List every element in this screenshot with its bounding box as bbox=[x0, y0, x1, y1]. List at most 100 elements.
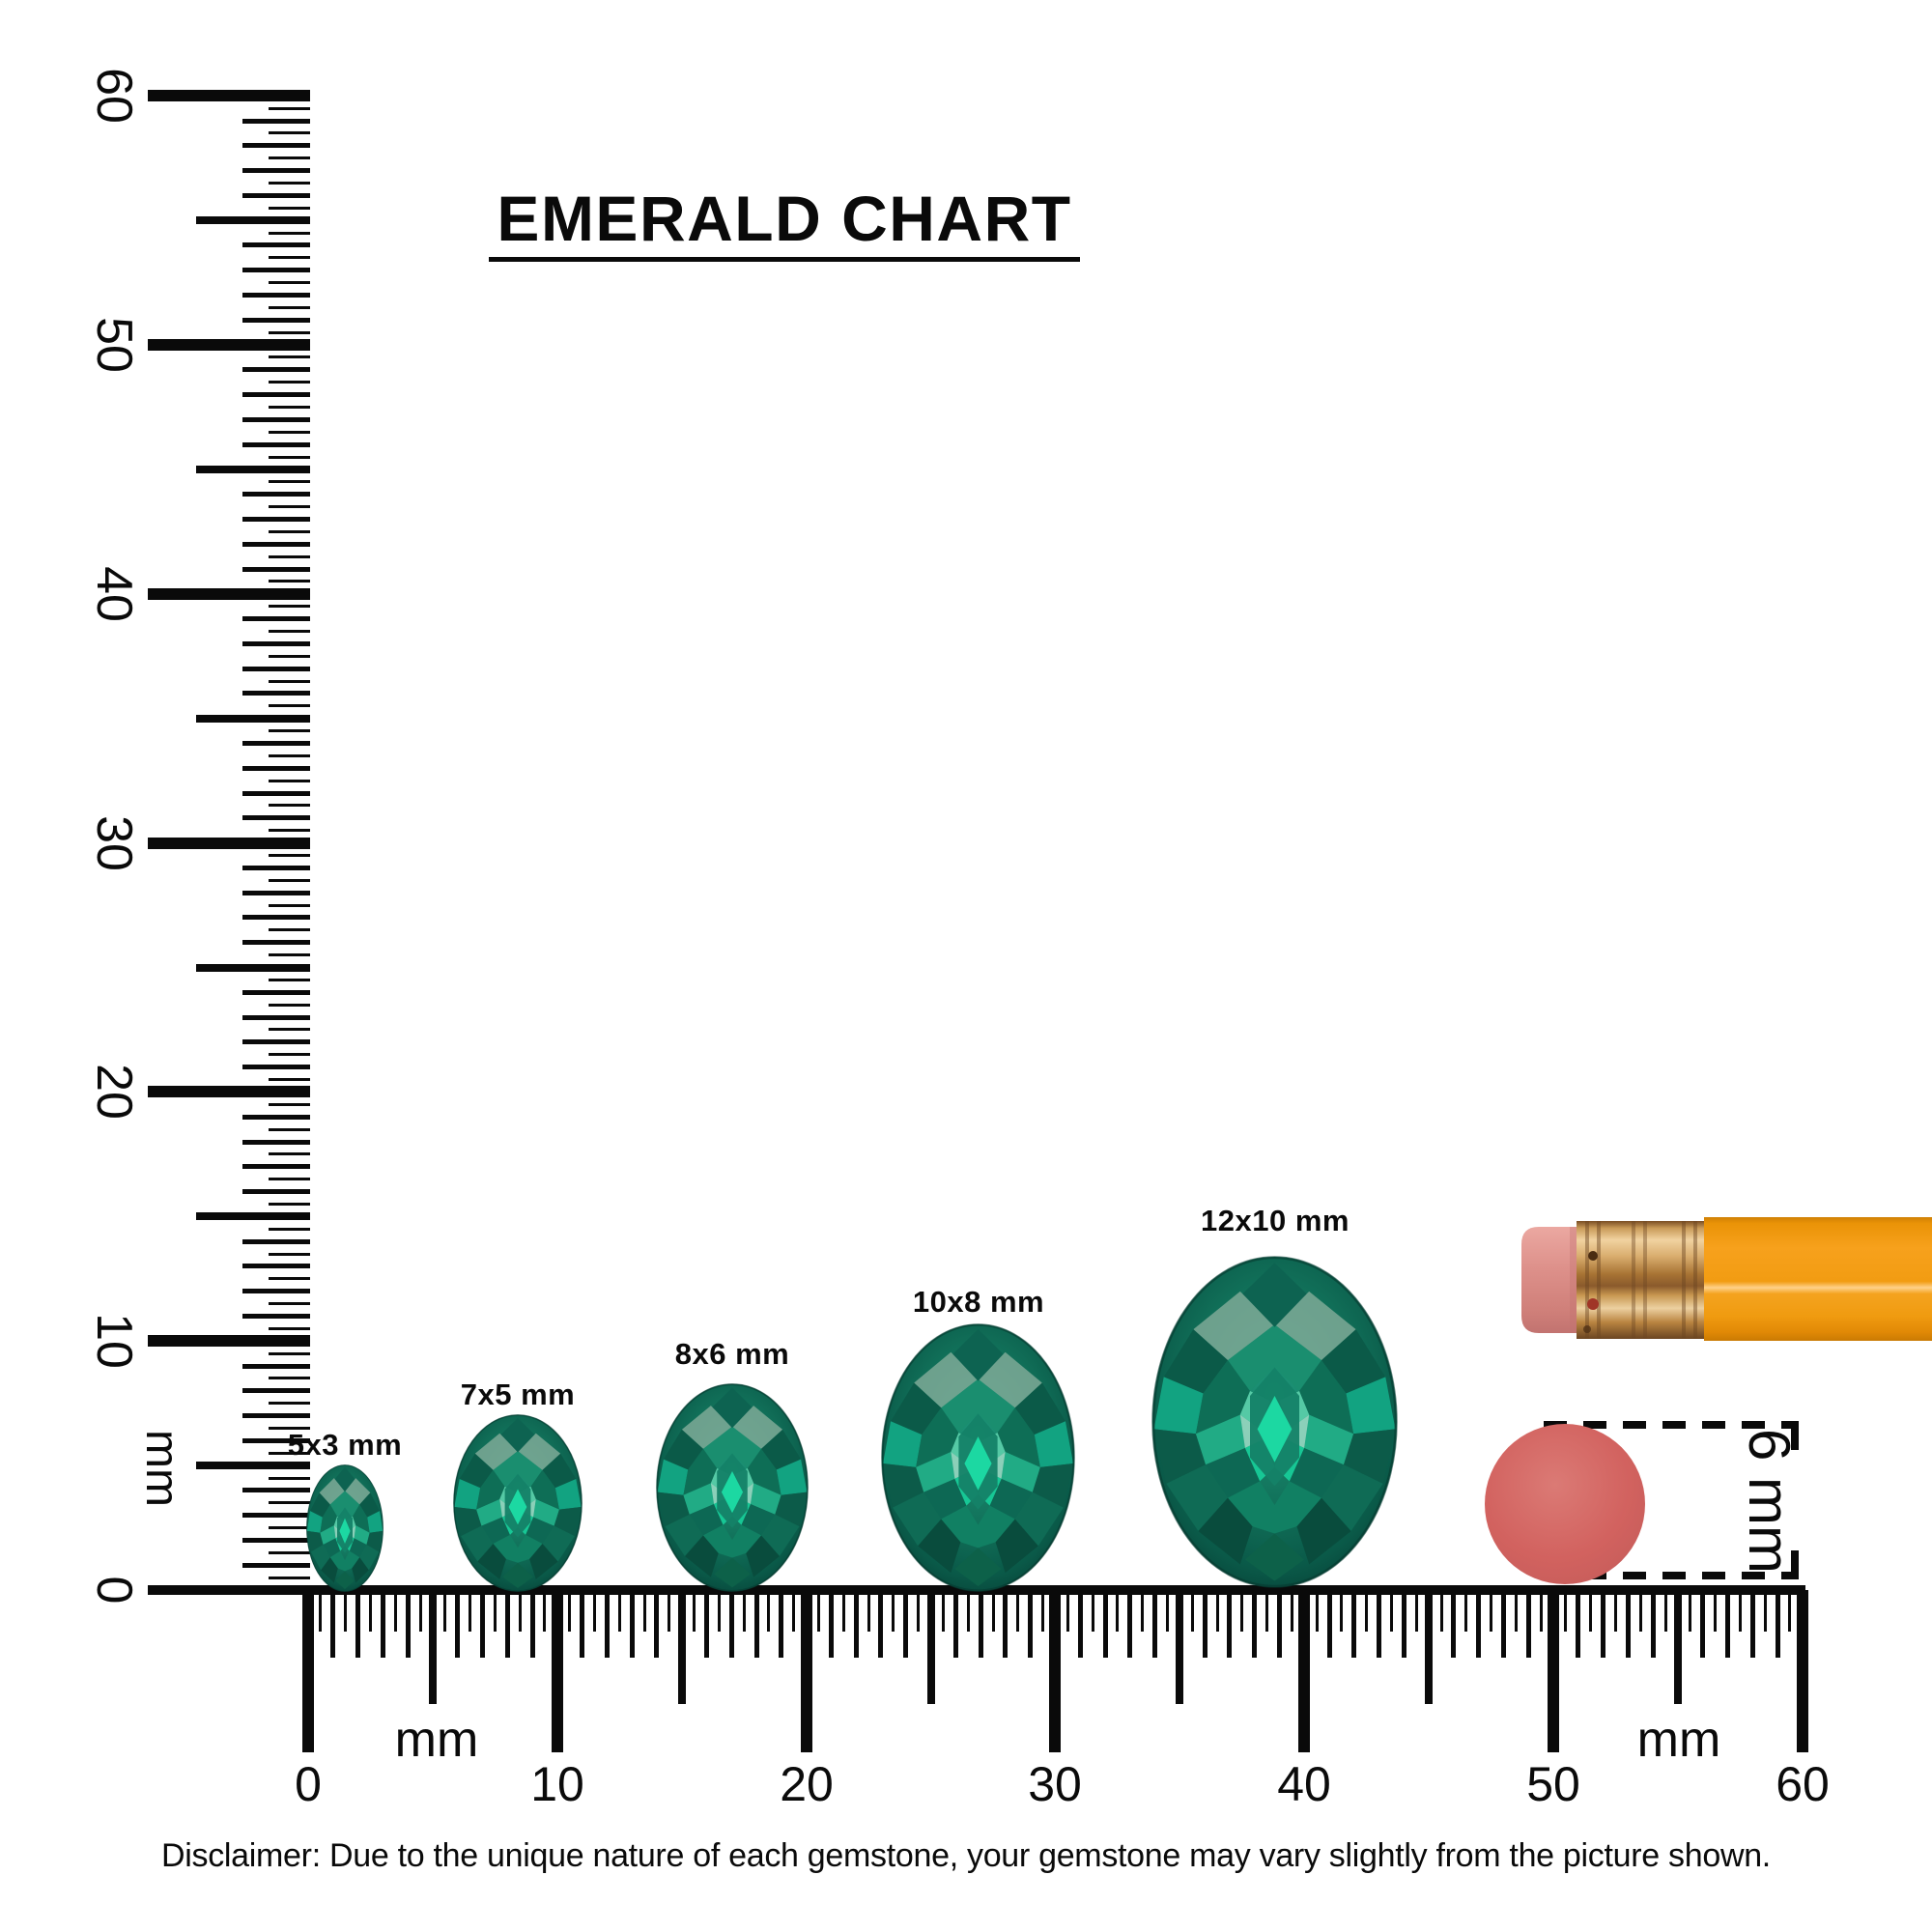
ruler-tick bbox=[242, 1014, 310, 1020]
ruler-tick bbox=[269, 1053, 310, 1057]
ruler-tick bbox=[878, 1590, 884, 1658]
ruler-tick bbox=[269, 1003, 310, 1007]
ruler-tick bbox=[1451, 1590, 1457, 1658]
ruler-tick bbox=[1265, 1590, 1268, 1632]
ruler-tick bbox=[1589, 1590, 1593, 1632]
ruler-tick bbox=[242, 492, 310, 497]
ruler-tick bbox=[242, 1065, 310, 1070]
ruler-tick bbox=[978, 1590, 983, 1658]
ruler-tick bbox=[242, 517, 310, 522]
dashed-cap-top bbox=[1791, 1429, 1799, 1450]
gem-5x3 bbox=[306, 1464, 384, 1592]
ruler-tick bbox=[148, 587, 310, 600]
title-underline bbox=[489, 257, 1080, 262]
ruler-tick bbox=[1650, 1590, 1656, 1658]
gem-10x8 bbox=[881, 1323, 1075, 1592]
ruler-tick bbox=[269, 878, 310, 882]
ruler-tick bbox=[148, 1335, 310, 1348]
ruler-tick bbox=[892, 1590, 895, 1632]
ruler-tick bbox=[604, 1590, 610, 1658]
ruler-tick bbox=[242, 1437, 310, 1443]
ruler-tick bbox=[269, 630, 310, 633]
ruler-tick bbox=[617, 1590, 621, 1632]
ruler-tick bbox=[269, 704, 310, 708]
ruler-tick bbox=[148, 339, 310, 351]
ruler-tick bbox=[269, 505, 310, 509]
ruler-tick bbox=[1389, 1590, 1393, 1632]
horizontal-ruler-number: 40 bbox=[1277, 1757, 1331, 1811]
ruler-tick bbox=[242, 1114, 310, 1120]
gem-label-5x3: 5x3 mm bbox=[287, 1428, 403, 1462]
ruler-tick bbox=[242, 666, 310, 671]
gem-label-7x5: 7x5 mm bbox=[460, 1378, 576, 1411]
ruler-tick bbox=[269, 1202, 310, 1206]
ruler-tick bbox=[469, 1590, 472, 1632]
ruler-tick bbox=[269, 1526, 310, 1529]
gem-12x10 bbox=[1151, 1256, 1398, 1588]
ruler-tick bbox=[529, 1590, 535, 1658]
ruler-tick bbox=[1276, 1590, 1282, 1658]
ruler-tick bbox=[269, 854, 310, 857]
ruler-tick bbox=[242, 616, 310, 622]
ruler-tick bbox=[269, 1178, 310, 1181]
ruler-tick bbox=[693, 1590, 696, 1632]
ruler-tick bbox=[269, 1302, 310, 1305]
ruler-tick bbox=[242, 1039, 310, 1045]
ruler-tick bbox=[269, 256, 310, 260]
ruler-tick bbox=[196, 714, 310, 723]
ruler-tick bbox=[1091, 1590, 1094, 1632]
ruler-tick bbox=[269, 1102, 310, 1106]
ruler-tick bbox=[841, 1590, 845, 1632]
vertical-ruler-unit-label: mm bbox=[136, 1430, 187, 1507]
ruler-tick bbox=[242, 168, 310, 173]
ruler-tick bbox=[828, 1590, 834, 1658]
ruler-tick bbox=[269, 1152, 310, 1156]
ruler-tick bbox=[1796, 1590, 1808, 1752]
ruler-tick bbox=[1500, 1590, 1506, 1658]
ruler-tick bbox=[269, 804, 310, 808]
ruler-tick bbox=[242, 1388, 310, 1394]
ruler-tick bbox=[269, 131, 310, 135]
ruler-tick bbox=[242, 367, 310, 373]
ruler-tick bbox=[242, 192, 310, 198]
ruler-tick bbox=[269, 206, 310, 210]
ruler-tick bbox=[991, 1590, 995, 1632]
ruler-tick bbox=[269, 181, 310, 185]
ruler-tick bbox=[269, 406, 310, 409]
ruler-tick bbox=[443, 1590, 447, 1632]
ruler-tick bbox=[330, 1590, 336, 1658]
ruler-tick bbox=[242, 1164, 310, 1170]
size-reference-label: 6 mm bbox=[1737, 1429, 1802, 1574]
ruler-tick bbox=[917, 1590, 921, 1632]
ruler-tick bbox=[1414, 1590, 1418, 1632]
ruler-tick bbox=[1738, 1590, 1742, 1632]
ruler-tick bbox=[1252, 1590, 1258, 1658]
ruler-tick bbox=[242, 1139, 310, 1145]
ruler-tick bbox=[1539, 1590, 1543, 1632]
ruler-tick bbox=[1689, 1590, 1692, 1632]
ruler-tick bbox=[269, 605, 310, 609]
ruler-tick bbox=[242, 815, 310, 821]
ruler-tick bbox=[269, 1501, 310, 1505]
ruler-tick bbox=[867, 1590, 870, 1632]
ruler-tick bbox=[242, 441, 310, 447]
ruler-tick bbox=[1077, 1590, 1083, 1658]
ruler-tick bbox=[428, 1590, 437, 1704]
ruler-tick bbox=[1775, 1590, 1780, 1658]
ruler-tick bbox=[319, 1590, 323, 1632]
gem-label-12x10: 12x10 mm bbox=[1201, 1204, 1350, 1237]
ruler-tick bbox=[269, 480, 310, 484]
ruler-tick bbox=[1514, 1590, 1518, 1632]
ruler-tick bbox=[418, 1590, 422, 1632]
ruler-tick bbox=[242, 989, 310, 995]
ruler-tick bbox=[242, 1537, 310, 1543]
ruler-tick bbox=[455, 1590, 461, 1658]
ruler-tick bbox=[242, 268, 310, 273]
ruler-tick bbox=[1476, 1590, 1482, 1658]
ruler-tick bbox=[1377, 1590, 1381, 1658]
ruler-tick bbox=[1127, 1590, 1133, 1658]
ruler-tick bbox=[242, 118, 310, 124]
ruler-tick bbox=[148, 1086, 310, 1098]
ruler-tick bbox=[629, 1590, 635, 1658]
